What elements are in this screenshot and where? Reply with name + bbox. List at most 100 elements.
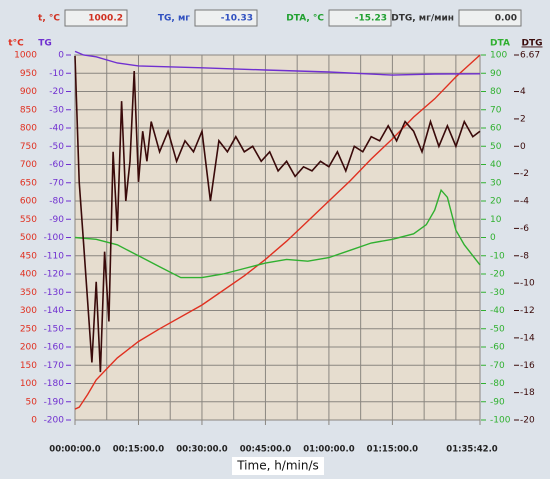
- y-tick-label: -16: [520, 361, 535, 371]
- y-tick-label: -160: [44, 343, 65, 353]
- y-tick-label: 50: [490, 142, 502, 152]
- y-tick-label: 650: [20, 178, 37, 188]
- y-tick-label: -14: [520, 333, 535, 343]
- axis-title: TG: [38, 39, 52, 49]
- y-tick-label: -30: [49, 105, 64, 115]
- readout-value: 1000.2: [88, 14, 123, 24]
- y-tick-label: 10: [490, 215, 502, 225]
- readout-box: [64, 9, 128, 27]
- readout-value: -10.33: [221, 14, 253, 24]
- y-tick-label: 950: [20, 69, 37, 79]
- y-tick-label: -8: [520, 251, 529, 261]
- x-tick-label: 01:15:00.0: [367, 445, 419, 455]
- readout-label: TG, мг: [158, 14, 190, 24]
- y-tick-label: -190: [44, 397, 65, 407]
- y-tick-label: 450: [20, 251, 37, 261]
- y-tick-label: -20: [490, 270, 505, 280]
- y-tick-label: -40: [490, 306, 505, 316]
- y-tick-label: -40: [49, 124, 64, 134]
- y-tick-label: -90: [49, 215, 64, 225]
- y-tick-label: -80: [490, 379, 505, 389]
- y-tick-label: 800: [20, 124, 37, 134]
- y-tick-label: 400: [20, 270, 37, 280]
- y-tick-label: 850: [20, 105, 37, 115]
- y-tick-label: -12: [520, 306, 535, 316]
- y-tick-label: 500: [20, 233, 37, 243]
- y-tick-label: -2: [520, 169, 529, 179]
- y-tick-label: 80: [490, 87, 502, 97]
- y-tick-label: -60: [490, 343, 505, 353]
- y-tick-label: 300: [20, 306, 37, 316]
- y-tick-label: 6.67: [520, 51, 540, 61]
- y-tick-label: -20: [49, 87, 64, 97]
- y-tick-label: -20: [520, 416, 535, 426]
- y-tick-label: -50: [490, 324, 505, 334]
- axis-title: t°C: [8, 39, 24, 49]
- y-tick-label: 900: [20, 87, 37, 97]
- readout-box: [328, 9, 392, 27]
- readout-box: [458, 9, 522, 27]
- y-tick-label: 100: [20, 379, 37, 389]
- x-tick-label: 01:35:42.0: [446, 445, 498, 455]
- y-tick-label: -30: [490, 288, 505, 298]
- y-tick-label: -10: [490, 251, 505, 261]
- y-tick-label: -10: [49, 69, 64, 79]
- y-tick-label: 30: [490, 178, 502, 188]
- y-tick-label: 600: [20, 197, 37, 207]
- y-tick-label: 40: [490, 160, 502, 170]
- y-tick-label: 100: [490, 51, 507, 61]
- y-tick-label: -140: [44, 306, 65, 316]
- y-tick-label: -110: [44, 251, 65, 261]
- y-tick-label: -200: [44, 416, 65, 426]
- y-tick-label: -70: [490, 361, 505, 371]
- readout-label: DTG, мг/мин: [391, 14, 454, 24]
- y-tick-label: 70: [490, 105, 502, 115]
- x-tick-label: 00:45:00.0: [240, 445, 292, 455]
- readout-value: -15.23: [355, 14, 387, 24]
- y-tick-label: 1000: [14, 51, 37, 61]
- readout-box: [194, 9, 258, 27]
- y-tick-label: -150: [44, 324, 65, 334]
- y-tick-label: 250: [20, 324, 37, 334]
- readout-label: DTA, °C: [286, 14, 324, 24]
- y-tick-label: -6: [520, 224, 529, 234]
- y-tick-label: -130: [44, 288, 65, 298]
- y-tick-label: 0: [520, 142, 526, 152]
- y-tick-label: -70: [49, 178, 64, 188]
- y-tick-label: -18: [520, 388, 535, 398]
- y-tick-label: -4: [520, 197, 529, 207]
- x-tick-label: 01:00:00.0: [303, 445, 355, 455]
- y-tick-label: -120: [44, 270, 65, 280]
- x-tick-label: 00:15:00.0: [113, 445, 165, 455]
- x-tick-label: 00:00:00.0: [49, 445, 101, 455]
- x-tick-label: 00:30:00.0: [176, 445, 228, 455]
- axis-title: DTA: [490, 39, 510, 49]
- y-tick-label: 0: [31, 416, 37, 426]
- y-tick-label: 90: [490, 69, 502, 79]
- y-tick-label: -10: [520, 279, 535, 289]
- y-tick-label: -60: [49, 160, 64, 170]
- series-line: [74, 188, 481, 279]
- y-tick-label: 0: [490, 233, 496, 243]
- y-tick-label: 50: [26, 397, 38, 407]
- y-tick-label: 200: [20, 343, 37, 353]
- y-tick-label: 350: [20, 288, 37, 298]
- y-tick-label: 20: [490, 197, 502, 207]
- series-line: [74, 50, 481, 76]
- y-tick-label: 150: [20, 361, 37, 371]
- y-tick-label: -100: [44, 233, 65, 243]
- readout-label: t, °C: [38, 14, 60, 24]
- xlabel-box: [232, 457, 324, 475]
- y-tick-label: -80: [49, 197, 64, 207]
- y-tick-label: 4: [520, 87, 526, 97]
- y-tick-label: -170: [44, 361, 65, 371]
- y-tick-label: 2: [520, 114, 526, 124]
- series-line: [74, 55, 481, 373]
- y-tick-label: -180: [44, 379, 65, 389]
- axis-title: DTG: [522, 39, 543, 49]
- y-tick-label: 550: [20, 215, 37, 225]
- y-tick-label: 750: [20, 142, 37, 152]
- y-tick-label: 0: [58, 51, 64, 61]
- readout-value: 0.00: [495, 14, 517, 24]
